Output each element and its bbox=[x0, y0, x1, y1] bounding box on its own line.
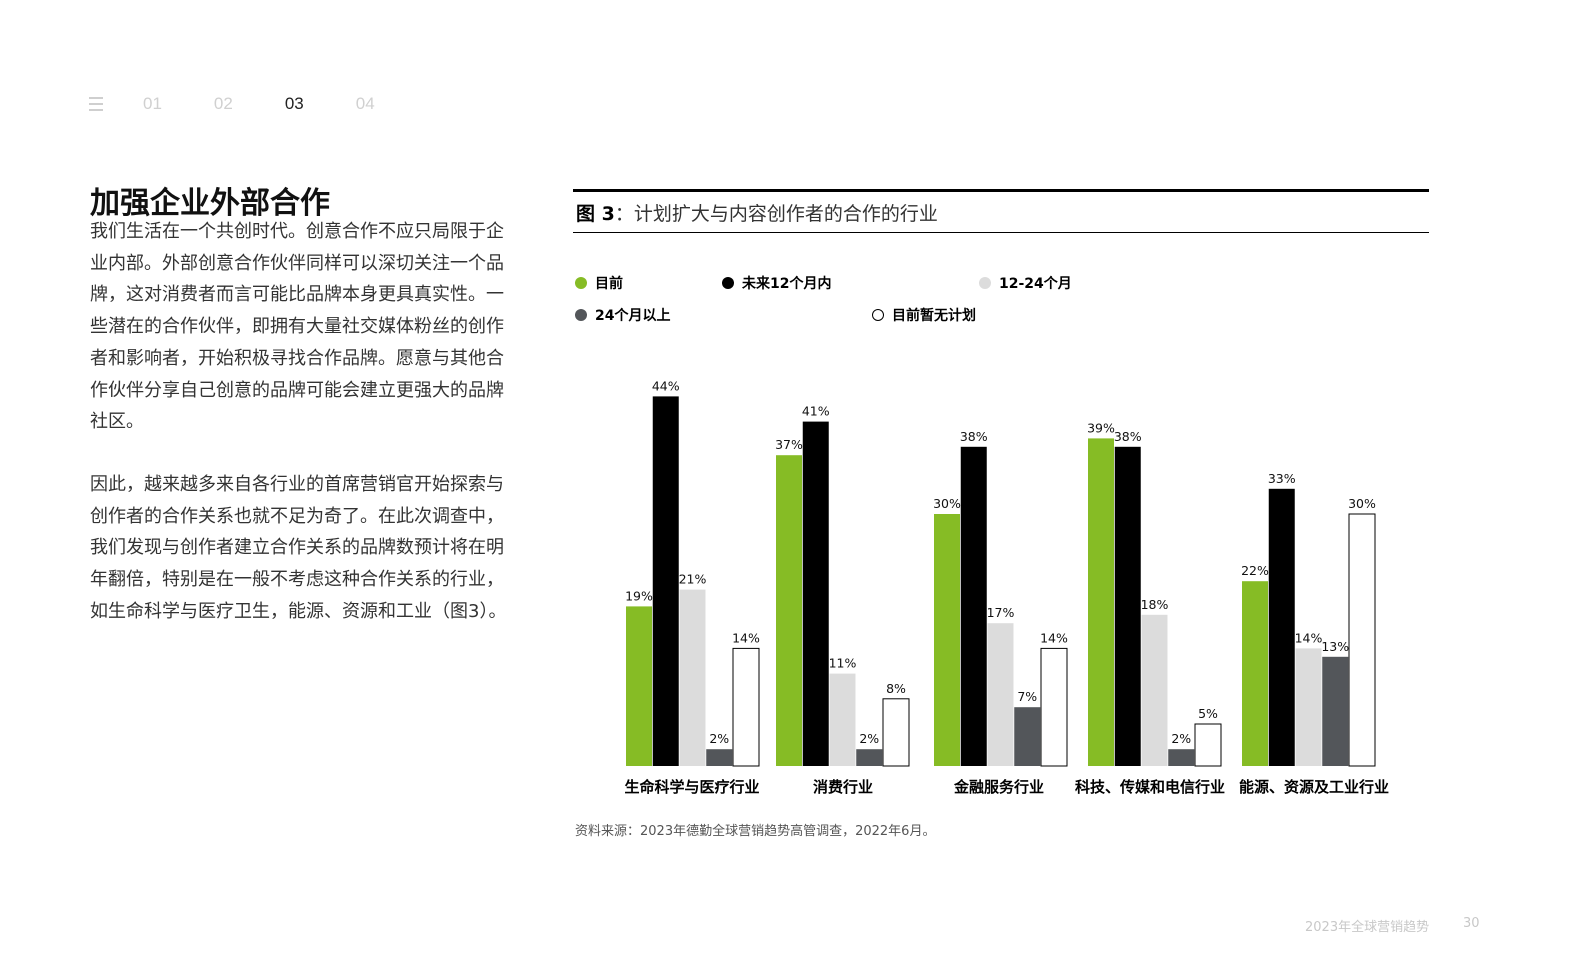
nav-item-02[interactable]: 02 bbox=[213, 94, 233, 113]
bar-value-label: 18% bbox=[1141, 597, 1169, 612]
bar-value-label: 13% bbox=[1321, 639, 1349, 654]
nav-item-04[interactable]: 04 bbox=[355, 94, 375, 113]
legend-swatch bbox=[575, 309, 587, 321]
bar-value-label: 33% bbox=[1268, 471, 1296, 486]
legend-item-current: 目前 bbox=[575, 273, 623, 293]
legend-label: 24个月以上 bbox=[595, 308, 671, 324]
legend-label: 目前暂无计划 bbox=[892, 308, 976, 324]
bar bbox=[960, 446, 987, 766]
bar-value-label: 14% bbox=[732, 630, 760, 645]
body-paragraph-2: 因此，越来越多来自各行业的首席营销官开始探索与创作者的合作关系也就不足为奇了。在… bbox=[90, 474, 507, 622]
bar bbox=[1040, 647, 1068, 767]
bar-value-label: 11% bbox=[829, 656, 857, 671]
bar-value-label: 30% bbox=[933, 496, 961, 511]
bar bbox=[934, 514, 960, 766]
bar-value-label: 22% bbox=[1241, 563, 1269, 578]
legend-swatch bbox=[872, 309, 884, 321]
bar bbox=[1088, 438, 1114, 766]
bar-value-label: 8% bbox=[886, 681, 906, 696]
category-label: 消费行业 bbox=[813, 778, 873, 796]
legend-swatch bbox=[575, 277, 587, 289]
bar bbox=[652, 396, 679, 766]
bar-value-label: 30% bbox=[1348, 496, 1376, 511]
bar-value-label: 14% bbox=[1040, 630, 1068, 645]
figure-label: 图 3 bbox=[576, 203, 615, 225]
bar-value-label: 2% bbox=[1171, 731, 1191, 746]
nav-item-01[interactable]: 01 bbox=[143, 94, 162, 113]
legend-swatch bbox=[722, 277, 734, 289]
legend-item-over-24-months: 24个月以上 bbox=[575, 305, 670, 325]
nav-item-03[interactable]: 03 bbox=[284, 94, 304, 113]
bar-value-label: 5% bbox=[1198, 706, 1218, 721]
bar bbox=[987, 623, 1014, 766]
bar bbox=[776, 455, 802, 766]
category-label: 科技、传媒和电信行业 bbox=[1075, 778, 1225, 796]
bar bbox=[732, 647, 760, 767]
bar-value-label: 38% bbox=[960, 429, 988, 444]
bar bbox=[882, 698, 910, 767]
bar bbox=[1194, 723, 1222, 767]
bar-value-label: 2% bbox=[859, 731, 879, 746]
page-number: 30 bbox=[1463, 916, 1480, 931]
bar bbox=[1168, 749, 1195, 766]
bar bbox=[856, 749, 883, 766]
figure-top-rule bbox=[573, 189, 1429, 192]
bar-value-label: 14% bbox=[1295, 630, 1323, 645]
bar bbox=[1268, 488, 1295, 766]
legend-label: 未来12个月内 bbox=[742, 276, 832, 292]
bar bbox=[626, 606, 652, 766]
page-heading: 加强企业外部合作 bbox=[90, 186, 330, 221]
bar bbox=[1348, 513, 1376, 767]
bar-value-label: 39% bbox=[1087, 420, 1115, 435]
bar bbox=[1014, 707, 1041, 766]
legend-item-no-plan: 目前暂无计划 bbox=[872, 305, 976, 325]
legend-item-12-24-months: 12-24个月 bbox=[979, 273, 1072, 293]
category-label: 生命科学与医疗行业 bbox=[624, 778, 759, 796]
bar-value-label: 44% bbox=[652, 378, 680, 393]
top-navigation: 01 02 03 04 bbox=[89, 94, 427, 114]
bar-value-label: 7% bbox=[1017, 689, 1037, 704]
legend-label: 目前 bbox=[595, 276, 623, 292]
legend-label: 12-24个月 bbox=[999, 276, 1072, 292]
legend-swatch bbox=[979, 277, 991, 289]
category-label: 能源、资源及工业行业 bbox=[1239, 778, 1389, 796]
bar-value-label: 41% bbox=[802, 404, 830, 419]
bar bbox=[802, 421, 829, 766]
bar bbox=[1295, 648, 1322, 766]
category-label: 金融服务行业 bbox=[953, 778, 1044, 796]
bar bbox=[1322, 656, 1349, 766]
legend-item-next-12-months: 未来12个月内 bbox=[722, 273, 831, 293]
bar-value-label: 21% bbox=[679, 572, 707, 587]
figure-title-text: ：计划扩大与内容创作者的合作的行业 bbox=[614, 203, 938, 225]
menu-icon[interactable] bbox=[89, 97, 103, 111]
bar-value-label: 19% bbox=[625, 588, 653, 603]
bar bbox=[706, 749, 733, 766]
body-paragraph-1: 我们生活在一个共创时代。创意合作不应只局限于企业内部。外部创意合作伙伴同样可以深… bbox=[90, 221, 504, 433]
bar bbox=[1141, 614, 1168, 766]
bar bbox=[1242, 581, 1268, 766]
figure-bottom-rule bbox=[573, 232, 1429, 233]
bar bbox=[829, 673, 856, 766]
footer-title: 2023年全球营销趋势 bbox=[1305, 920, 1430, 935]
bar-value-label: 2% bbox=[709, 731, 729, 746]
bar-value-label: 37% bbox=[775, 437, 803, 452]
bar-value-label: 38% bbox=[1114, 429, 1142, 444]
bar bbox=[679, 589, 706, 766]
source-note: 资料来源：2023年德勤全球营销趋势高管调查，2022年6月。 bbox=[575, 824, 936, 839]
bar-value-label: 17% bbox=[987, 605, 1015, 620]
figure-title: 图 3：计划扩大与内容创作者的合作的行业 bbox=[576, 199, 938, 226]
bar bbox=[1114, 446, 1141, 766]
